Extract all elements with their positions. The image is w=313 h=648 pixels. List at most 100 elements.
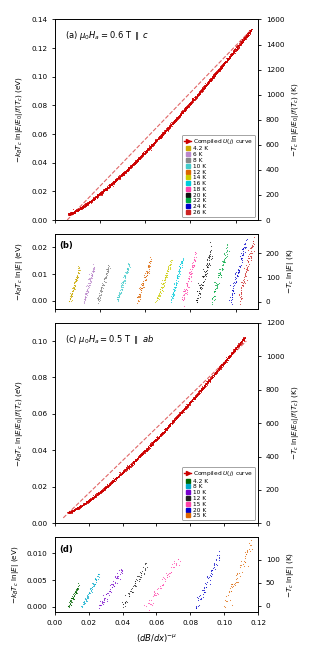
Point — [230, 48, 235, 58]
Point — [108, 480, 113, 490]
Point — [158, 131, 163, 141]
Point — [213, 68, 218, 78]
Point — [215, 282, 220, 292]
Point — [180, 105, 185, 115]
Point — [84, 199, 89, 209]
Point — [94, 492, 99, 502]
Point — [202, 81, 207, 91]
Point — [141, 281, 146, 292]
Point — [168, 121, 173, 131]
Point — [157, 430, 162, 440]
Point — [211, 71, 216, 81]
Point — [211, 292, 216, 302]
Point — [195, 388, 200, 399]
Point — [169, 119, 174, 129]
Point — [242, 32, 247, 42]
Point — [132, 457, 137, 468]
Point — [158, 281, 163, 292]
Point — [205, 78, 210, 88]
Point — [218, 362, 223, 372]
Point — [83, 498, 88, 509]
Point — [108, 179, 113, 190]
Point — [185, 400, 190, 410]
Point — [139, 568, 144, 578]
Point — [93, 194, 98, 204]
Point — [230, 48, 235, 58]
Point — [97, 188, 102, 198]
Point — [232, 345, 237, 355]
Point — [106, 181, 111, 191]
Point — [181, 104, 186, 115]
Point — [71, 505, 76, 516]
Point — [161, 128, 166, 139]
Point — [113, 176, 118, 186]
Point — [122, 466, 127, 476]
Point — [218, 63, 223, 73]
Point — [178, 109, 183, 119]
Point — [174, 112, 179, 122]
Point — [229, 49, 234, 59]
Point — [126, 163, 131, 173]
Point — [115, 294, 120, 305]
Point — [223, 356, 228, 366]
Point — [117, 170, 122, 181]
Point — [87, 197, 92, 207]
Point — [189, 395, 194, 406]
Point — [138, 450, 143, 461]
Point — [191, 95, 196, 105]
Point — [215, 550, 220, 561]
Point — [229, 349, 234, 360]
Point — [133, 156, 138, 167]
Point — [179, 258, 184, 268]
Point — [158, 429, 163, 439]
Point — [104, 183, 109, 193]
Point — [112, 474, 117, 484]
Point — [137, 290, 142, 301]
Point — [139, 449, 144, 459]
Point — [230, 49, 235, 59]
Point — [225, 52, 230, 63]
Point — [182, 104, 187, 114]
Point — [82, 200, 87, 210]
Point — [179, 110, 184, 120]
Point — [171, 290, 176, 300]
Point — [135, 571, 140, 581]
Point — [213, 68, 218, 78]
Point — [68, 209, 73, 219]
Point — [164, 422, 169, 433]
Point — [110, 476, 115, 486]
Point — [85, 496, 90, 507]
Point — [246, 28, 251, 38]
Point — [134, 156, 139, 166]
Point — [204, 269, 209, 279]
Point — [73, 273, 78, 284]
Point — [141, 148, 146, 158]
Point — [177, 408, 182, 418]
Point — [181, 405, 186, 415]
Point — [99, 187, 104, 198]
Point — [107, 181, 112, 191]
Point — [142, 275, 147, 286]
Point — [197, 89, 202, 99]
Point — [161, 282, 166, 292]
Point — [153, 436, 158, 446]
Point — [94, 489, 99, 500]
Point — [85, 200, 90, 210]
Point — [74, 503, 79, 513]
Point — [146, 605, 151, 616]
Point — [193, 251, 198, 262]
Point — [95, 190, 100, 200]
Point — [129, 460, 134, 470]
Point — [222, 59, 227, 69]
Point — [177, 262, 182, 273]
Point — [240, 35, 245, 45]
Point — [177, 111, 182, 121]
Point — [135, 154, 140, 165]
Point — [77, 502, 82, 513]
Point — [170, 117, 175, 128]
Point — [67, 507, 72, 518]
Point — [203, 79, 208, 89]
Point — [129, 460, 134, 470]
Point — [134, 455, 139, 465]
Point — [87, 197, 92, 207]
